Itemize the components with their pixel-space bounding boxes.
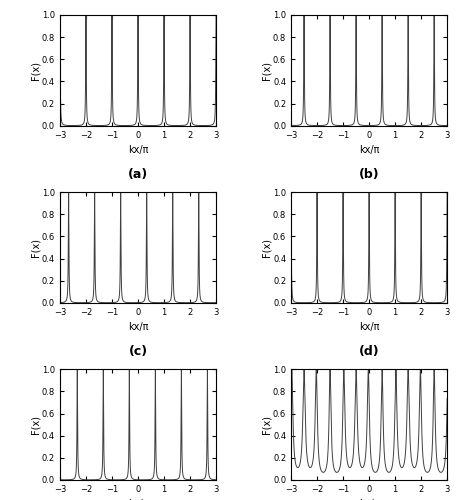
X-axis label: kx/π: kx/π bbox=[128, 322, 148, 332]
Y-axis label: F(x): F(x) bbox=[30, 238, 41, 257]
Y-axis label: F(x): F(x) bbox=[261, 238, 272, 257]
Text: (c): (c) bbox=[129, 345, 148, 358]
X-axis label: kx/π: kx/π bbox=[359, 145, 379, 155]
Text: (d): (d) bbox=[359, 345, 379, 358]
Text: (b): (b) bbox=[359, 168, 379, 181]
Y-axis label: F(x): F(x) bbox=[261, 61, 272, 80]
Y-axis label: F(x): F(x) bbox=[30, 415, 41, 434]
Y-axis label: F(x): F(x) bbox=[30, 61, 41, 80]
Y-axis label: F(x): F(x) bbox=[261, 415, 272, 434]
X-axis label: kx/π: kx/π bbox=[359, 322, 379, 332]
Text: (a): (a) bbox=[128, 168, 148, 181]
X-axis label: kx/π: kx/π bbox=[128, 145, 148, 155]
